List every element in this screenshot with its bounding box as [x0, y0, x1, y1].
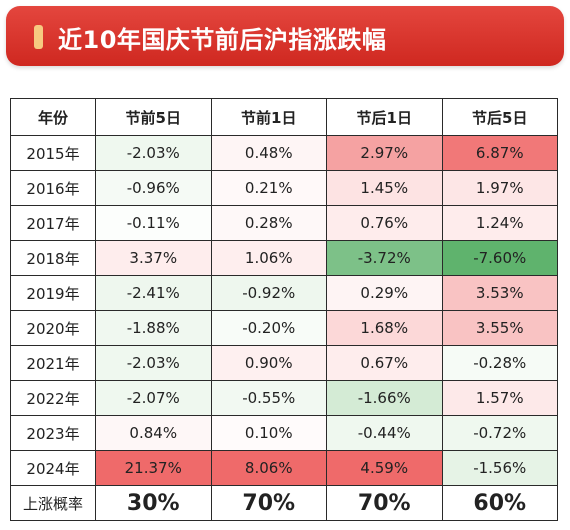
value-cell: -2.03% [95, 135, 212, 171]
header-row: 年份 节前5日 节前1日 节后1日 节后5日 [10, 98, 558, 136]
value-cell: 3.37% [95, 240, 212, 276]
summary-value: 70% [210, 485, 327, 521]
column-header-year: 年份 [10, 98, 96, 136]
year-cell: 2021年 [10, 345, 96, 381]
summary-row: 上涨概率 30% 70% 70% 60% [10, 485, 558, 521]
summary-value: 60% [441, 485, 558, 521]
value-cell: 1.45% [326, 170, 443, 206]
value-cell: -0.44% [326, 415, 443, 451]
title-banner: 近10年国庆节前后沪指涨跌幅 [6, 6, 564, 66]
value-cell: 1.06% [210, 240, 327, 276]
value-cell: 21.37% [95, 450, 212, 486]
column-header-pre1: 节前1日 [210, 98, 327, 136]
value-cell: 0.76% [326, 205, 443, 241]
value-cell: -0.55% [210, 380, 327, 416]
value-cell: 6.87% [441, 135, 558, 171]
value-cell: 2.97% [326, 135, 443, 171]
value-cell: -7.60% [441, 240, 558, 276]
value-cell: 0.84% [95, 415, 212, 451]
value-cell: -2.41% [95, 275, 212, 311]
value-cell: -0.72% [441, 415, 558, 451]
value-cell: 1.97% [441, 170, 558, 206]
returns-table: 年份 节前5日 节前1日 节后1日 节后5日 2015年 -2.03% 0.48% 2… [10, 98, 558, 521]
value-cell: 0.90% [210, 345, 327, 381]
value-cell: 0.28% [210, 205, 327, 241]
summary-label: 上涨概率 [10, 485, 96, 521]
year-cell: 2015年 [10, 135, 96, 171]
value-cell: -2.07% [95, 380, 212, 416]
value-cell: 0.21% [210, 170, 327, 206]
column-header-pre5: 节前5日 [95, 98, 212, 136]
value-cell: 1.68% [326, 310, 443, 346]
table-row: 2021年 -2.03% 0.90% 0.67% -0.28% [10, 345, 558, 381]
value-cell: 4.59% [326, 450, 443, 486]
page-title: 近10年国庆节前后沪指涨跌幅 [58, 26, 387, 54]
value-cell: -1.66% [326, 380, 443, 416]
year-cell: 2019年 [10, 275, 96, 311]
value-cell: 0.29% [326, 275, 443, 311]
value-cell: 1.24% [441, 205, 558, 241]
year-cell: 2020年 [10, 310, 96, 346]
table-row: 2022年 -2.07% -0.55% -1.66% 1.57% [10, 380, 558, 416]
year-cell: 2017年 [10, 205, 96, 241]
column-header-post5: 节后5日 [441, 98, 558, 136]
value-cell: -3.72% [326, 240, 443, 276]
table-body: 2015年 -2.03% 0.48% 2.97% 6.87% 2016年 -0.96% 0.2… [10, 135, 558, 521]
value-cell: 0.10% [210, 415, 327, 451]
column-header-post1: 节后1日 [326, 98, 443, 136]
value-cell: 8.06% [210, 450, 327, 486]
year-cell: 2018年 [10, 240, 96, 276]
table-row: 2020年 -1.88% -0.20% 1.68% 3.55% [10, 310, 558, 346]
year-cell: 2024年 [10, 450, 96, 486]
summary-value: 70% [326, 485, 443, 521]
value-cell: -2.03% [95, 345, 212, 381]
banner-accent-bar [34, 25, 43, 49]
table-row: 2023年 0.84% 0.10% -0.44% -0.72% [10, 415, 558, 451]
table-row: 2018年 3.37% 1.06% -3.72% -7.60% [10, 240, 558, 276]
value-cell: 1.57% [441, 380, 558, 416]
value-cell: 3.53% [441, 275, 558, 311]
value-cell: -0.92% [210, 275, 327, 311]
value-cell: -0.20% [210, 310, 327, 346]
table-row: 2024年 21.37% 8.06% 4.59% -1.56% [10, 450, 558, 486]
value-cell: -0.96% [95, 170, 212, 206]
value-cell: -0.11% [95, 205, 212, 241]
value-cell: 0.67% [326, 345, 443, 381]
table-row: 2016年 -0.96% 0.21% 1.45% 1.97% [10, 170, 558, 206]
value-cell: -1.88% [95, 310, 212, 346]
value-cell: -1.56% [441, 450, 558, 486]
table-row: 2017年 -0.11% 0.28% 0.76% 1.24% [10, 205, 558, 241]
year-cell: 2022年 [10, 380, 96, 416]
table-row: 2019年 -2.41% -0.92% 0.29% 3.53% [10, 275, 558, 311]
value-cell: 0.48% [210, 135, 327, 171]
year-cell: 2016年 [10, 170, 96, 206]
summary-value: 30% [95, 485, 212, 521]
value-cell: -0.28% [441, 345, 558, 381]
table-row: 2015年 -2.03% 0.48% 2.97% 6.87% [10, 135, 558, 171]
year-cell: 2023年 [10, 415, 96, 451]
value-cell: 3.55% [441, 310, 558, 346]
